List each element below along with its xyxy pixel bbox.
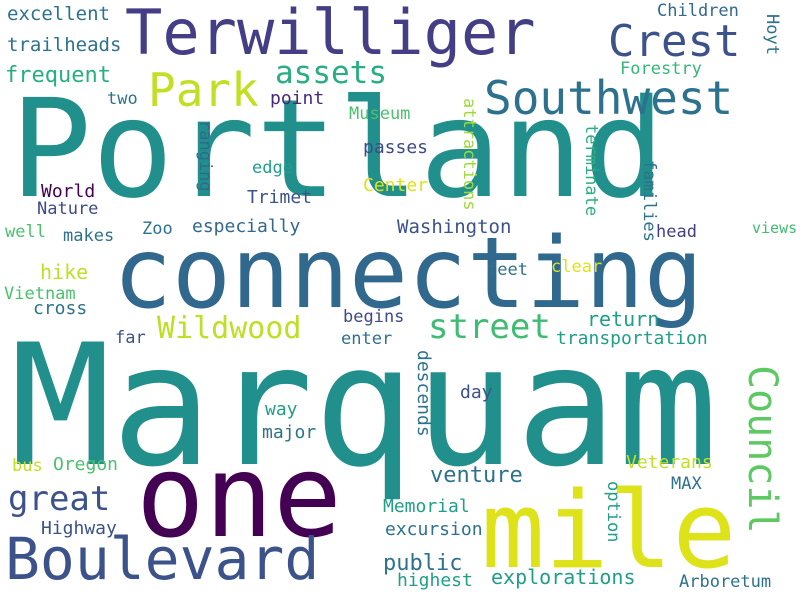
word-public: public [383, 551, 463, 576]
word-way: way [265, 399, 298, 420]
word-hike: hike [40, 260, 89, 284]
word-world: World [41, 181, 96, 202]
word-washington: Washington [397, 216, 512, 238]
word-major: major [262, 422, 317, 443]
word-makes: makes [63, 226, 115, 246]
word-max: MAX [671, 474, 702, 494]
word-trailheads: trailheads [7, 34, 122, 56]
word-memorial: Memorial [383, 496, 470, 517]
word-marquam: Marquam [10, 308, 719, 504]
word-transportation: transportation [556, 328, 708, 349]
word-explorations: explorations [491, 565, 636, 589]
word-bus: bus [12, 456, 43, 476]
word-trimet: Trimet [247, 187, 313, 208]
word-center: Center [363, 175, 429, 196]
word-two: two [107, 89, 138, 109]
word-return: return [587, 307, 660, 331]
word-families: families [639, 160, 659, 242]
word-park: Park [148, 63, 259, 117]
word-nature: Nature [37, 199, 99, 219]
word-mile: mile [481, 469, 737, 592]
word-hoyt: Hoyt [762, 14, 782, 55]
word-great: great [8, 479, 111, 519]
word-far: far [115, 328, 146, 348]
word-assets: assets [275, 55, 387, 91]
word-venture: venture [430, 463, 523, 488]
word-views: views [752, 219, 798, 237]
word-passes: passes [363, 137, 429, 158]
word-edge: edge [252, 158, 293, 178]
word-excellent: excellent [7, 3, 110, 25]
word-southwest: Southwest [484, 71, 734, 125]
word-cross: cross [33, 298, 88, 319]
word-frequent: frequent [5, 63, 111, 88]
word-enter: enter [341, 329, 393, 349]
word-oregon: Oregon [53, 454, 119, 475]
word-day: day [460, 382, 493, 403]
word-children: Children [657, 1, 739, 21]
word-begins: begins [343, 307, 405, 327]
word-crest: Crest [608, 16, 741, 67]
word-council: Council [739, 365, 785, 534]
word-especially: especially [192, 216, 301, 237]
word-veterans: Veterans [626, 452, 713, 473]
word-forestry: Forestry [620, 59, 702, 79]
word-descends: descends [413, 350, 434, 437]
word-option: option [603, 481, 623, 543]
word-street: street [428, 307, 551, 347]
word-connecting: connecting [113, 217, 704, 331]
word-highest: highest [397, 570, 473, 591]
word-zoo: Zoo [142, 219, 173, 239]
word-terminate: terminate [581, 124, 601, 217]
word-terwilliger: Terwilliger [125, 0, 536, 69]
word-ranging: ranging [195, 120, 215, 192]
word-portland: Portland [10, 71, 666, 229]
word-one: one [136, 430, 342, 563]
word-boulevard: Boulevard [5, 525, 320, 593]
word-feet: feet [487, 260, 528, 280]
word-attractions: attractions [459, 98, 479, 211]
word-well: well [5, 222, 46, 242]
word-clear: clear [551, 257, 603, 277]
word-highway: Highway [41, 518, 117, 539]
word-excursion: excursion [385, 519, 483, 540]
word-museum: Museum [349, 104, 411, 124]
word-arboretum: Arboretum [679, 572, 772, 592]
word-wildwood: Wildwood [157, 311, 302, 346]
word-head: head [656, 222, 697, 242]
word-vietnam: Vietnam [4, 284, 76, 304]
word-point: point [270, 88, 325, 109]
